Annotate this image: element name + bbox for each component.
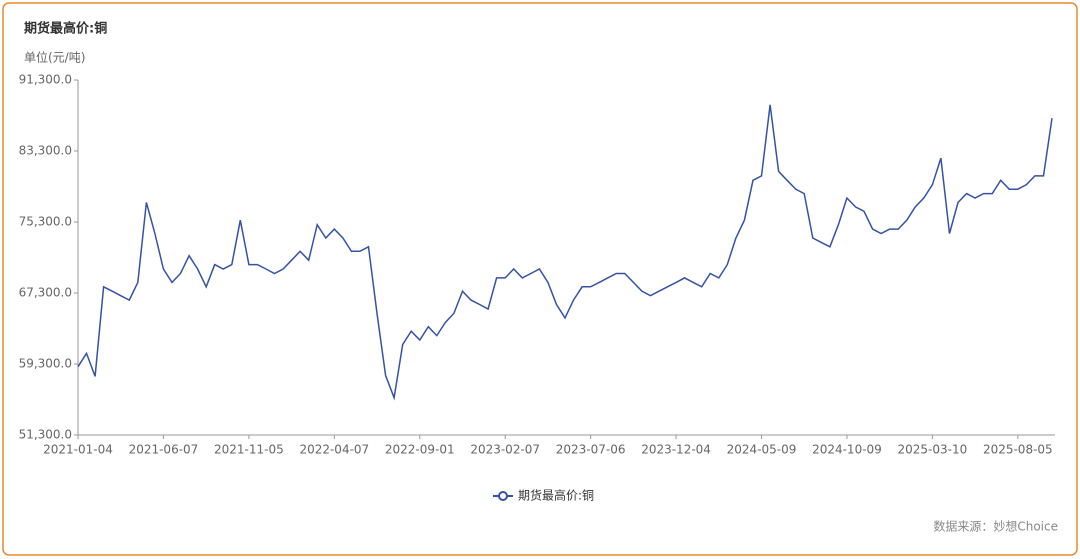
x-tick-label: 2022-09-01 [385, 443, 455, 457]
x-tick-label: 2023-12-04 [641, 443, 711, 457]
x-tick-label: 2021-06-07 [129, 443, 199, 457]
x-tick-label: 2023-02-07 [470, 443, 540, 457]
legend-marker [498, 491, 508, 501]
y-tick-label: 83,300.0 [19, 144, 72, 158]
y-tick-label: 91,300.0 [19, 73, 72, 87]
chart-title: 期货最高价:铜 [24, 21, 107, 37]
y-axis-unit: 单位(元/吨) [24, 50, 85, 65]
line-series [77, 104, 1053, 401]
legend-label: 期货最高价:铜 [518, 488, 594, 503]
x-tick-label: 2023-07-06 [556, 443, 626, 457]
y-tick-label: 51,300.0 [19, 428, 72, 442]
y-tick-label: 75,300.0 [19, 215, 72, 229]
x-tick-label: 2021-01-04 [43, 443, 113, 457]
y-tick-label: 67,300.0 [19, 286, 72, 300]
source-note: 数据来源：妙想Choice [933, 519, 1058, 534]
x-tick-label: 2021-11-05 [214, 443, 284, 457]
x-tick-label: 2022-04-07 [299, 443, 369, 457]
x-tick-label: 2025-03-10 [898, 443, 968, 457]
x-tick-label: 2024-05-09 [727, 443, 797, 457]
x-tick-label: 2024-10-09 [812, 443, 882, 457]
x-tick-label: 2025-08-05 [983, 443, 1053, 457]
y-tick-label: 59,300.0 [19, 357, 72, 371]
